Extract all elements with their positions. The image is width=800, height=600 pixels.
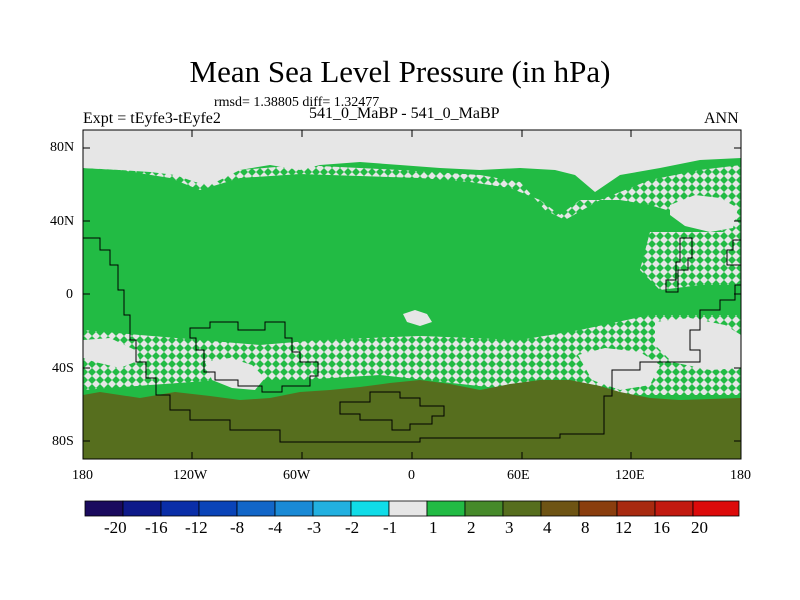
coast-west (83, 237, 662, 443)
lon-label-60e: 60E (507, 468, 530, 483)
lat-label-80s: 80S (52, 434, 74, 449)
high-diff-south (83, 380, 741, 459)
colorbar-swatch (160, 500, 200, 517)
coast-east (662, 284, 741, 363)
map-title: Mean Sea Level Pressure (in hPa) (189, 54, 611, 89)
lon-label-180e: 180 (730, 468, 751, 483)
colorbar-label: 20 (691, 518, 708, 537)
colorbar-label: -12 (185, 518, 208, 537)
season-label: ANN (704, 110, 739, 127)
stats-label: rmsd= 1.38805 diff= 1.32477 (214, 95, 380, 110)
lat-label-40s: 40S (52, 361, 74, 376)
colorbar-label: 8 (581, 518, 590, 537)
colorbar-swatch (388, 500, 428, 517)
near-zero-northeast (670, 195, 738, 232)
colorbar-swatch (274, 500, 314, 517)
colorbar-swatch (350, 500, 390, 517)
colorbar-swatch (236, 500, 276, 517)
coast-east-peninsula (665, 237, 693, 293)
transition-east (640, 232, 741, 290)
colorbar-label: 16 (653, 518, 670, 537)
near-zero-southwest (83, 338, 140, 368)
coast-south-inner (339, 391, 445, 431)
near-zero-north (83, 130, 741, 192)
colorbar (84, 500, 740, 517)
colorbar-swatch (464, 500, 504, 517)
near-zero-south-east1 (578, 348, 660, 390)
colorbar-label: -3 (307, 518, 322, 537)
colorbar-swatch (122, 500, 162, 517)
colorbar-label: -2 (345, 518, 360, 537)
experiment-label: Expt = tEyfe3-tEyfe2 (83, 110, 221, 127)
lon-label-60w: 60W (283, 468, 311, 483)
colorbar-swatch (84, 500, 124, 517)
colorbar-label: -4 (268, 518, 283, 537)
colorbar-label: 1 (429, 518, 438, 537)
case-label: 541_0_MaBP - 541_0_MaBP (309, 105, 500, 122)
colorbar-label: -16 (145, 518, 168, 537)
coastlines (83, 237, 741, 443)
colorbar-label: 2 (467, 518, 476, 537)
colorbar-swatch (578, 500, 618, 517)
near-zero-south-east2 (655, 318, 741, 370)
colorbar-swatch (312, 500, 352, 517)
colorbar-swatch (540, 500, 580, 517)
map-fill-group (83, 130, 741, 459)
colorbar-swatch (502, 500, 542, 517)
lat-label-eq: 0 (66, 287, 73, 302)
lat-label-40n: 40N (50, 214, 75, 229)
colorbar-label: -8 (230, 518, 245, 537)
coast-inner (189, 321, 319, 393)
colorbar-swatch (654, 500, 694, 517)
colorbar-swatch (616, 500, 656, 517)
near-zero-spot (403, 310, 432, 326)
colorbar-swatch (426, 500, 466, 517)
near-zero-south-central (205, 358, 265, 390)
lat-label-80n: 80N (50, 140, 75, 155)
coast-east-edge (726, 239, 741, 266)
colorbar-swatch (692, 500, 740, 517)
colorbar-label: 3 (505, 518, 514, 537)
colorbar-label: -1 (383, 518, 398, 537)
colorbar-label: 12 (615, 518, 632, 537)
colorbar-swatch (198, 500, 238, 517)
lon-label-0: 0 (408, 468, 415, 483)
axis-ticks (83, 130, 741, 459)
lon-label-120w: 120W (173, 468, 208, 483)
lon-label-180w: 180 (72, 468, 93, 483)
colorbar-label: 4 (543, 518, 552, 537)
lon-label-120e: 120E (615, 468, 645, 483)
colorbar-label: -20 (104, 518, 127, 537)
